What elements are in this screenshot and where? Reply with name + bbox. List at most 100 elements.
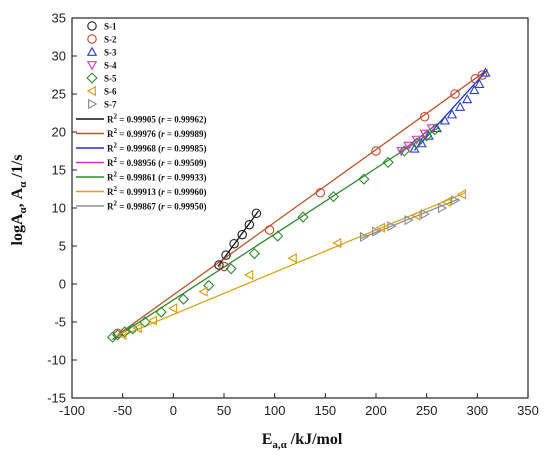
x-tick-label: 50 [217, 403, 231, 418]
data-point-s7 [451, 195, 461, 206]
data-point-s5 [382, 156, 394, 169]
data-points [106, 67, 491, 343]
data-point-s3 [416, 138, 427, 148]
data-point-s5 [297, 211, 309, 223]
data-point-s6 [117, 329, 127, 341]
data-point-s6 [441, 196, 451, 208]
x-tick-label: -50 [113, 403, 132, 418]
data-point-s1 [251, 208, 262, 219]
y-tick-label: -5 [54, 315, 66, 330]
x-tick-label: -100 [59, 403, 85, 418]
data-point-s7 [420, 208, 430, 220]
data-point-s5 [106, 331, 119, 343]
data-point-s3 [469, 84, 480, 95]
y-axis-ticks: -15 -10 -5 0 5 10 15 20 25 30 35 [47, 11, 77, 406]
legend-label-s3: S-3 [104, 48, 117, 58]
legend-marker-s6 [86, 85, 96, 97]
data-point-s6 [287, 253, 297, 264]
x-axis-ticks: -100 -50 0 50 100 150 200 250 300 350 [59, 393, 539, 418]
x-axis-title: Ea,α /kJ/mol [262, 431, 343, 451]
data-point-s5 [421, 130, 433, 142]
data-point-s5 [225, 263, 237, 275]
data-point-s5 [248, 247, 261, 260]
y-tick-label: -15 [47, 391, 66, 406]
legend: S-1 S-2 S-3 S-4 S-5 S-6 S-7 R2 = 0.99905 (r = 0… [76, 21, 207, 212]
y-tick-label: 25 [52, 87, 66, 102]
data-point-s3 [474, 78, 485, 89]
x-tick-label: 100 [264, 403, 286, 418]
fit-line-2 [117, 70, 486, 336]
legend-marker-s7 [88, 98, 98, 110]
data-point-s5 [410, 137, 423, 150]
data-point-s6 [198, 286, 208, 297]
data-point-s2 [264, 225, 275, 235]
data-point-s7 [387, 221, 397, 232]
data-point-s6 [375, 222, 385, 233]
data-point-s1 [229, 238, 239, 249]
legend-label-s6: S-6 [104, 87, 117, 97]
legend-label-s2: S-2 [104, 35, 117, 45]
legend-label-s5: S-5 [104, 74, 117, 84]
data-point-s2 [450, 89, 460, 99]
data-point-s6 [332, 237, 342, 249]
legend-marker-s3 [86, 46, 98, 56]
x-tick-label: 150 [314, 403, 336, 418]
y-axis-title: logAα, Aα /1/s [9, 155, 29, 246]
legend-fit-label-6: R2 = 0.99913 (r = 0.99960) [107, 185, 207, 197]
y-tick-label: 5 [59, 239, 66, 254]
y-tick-label: 0 [59, 277, 66, 292]
data-point-s5 [177, 293, 190, 305]
x-tick-label: 250 [416, 403, 438, 418]
y-tick-label: 35 [52, 11, 66, 26]
data-point-s5 [119, 326, 131, 338]
data-point-s5 [327, 190, 340, 203]
data-point-s5 [398, 145, 410, 157]
data-point-s6 [244, 269, 254, 281]
x-tick-label: 200 [365, 403, 387, 418]
data-point-s4 [403, 141, 414, 152]
data-point-s2 [419, 112, 430, 122]
data-point-s1 [237, 229, 247, 240]
fit-line-1 [217, 210, 259, 267]
data-point-s3 [439, 115, 451, 125]
data-point-s6 [411, 210, 421, 221]
x-tick-label: 300 [466, 403, 488, 418]
legend-label-s4: S-4 [104, 61, 117, 71]
data-point-s3 [454, 101, 466, 111]
data-point-s7 [437, 202, 448, 214]
data-point-s4 [419, 129, 430, 139]
data-point-s2 [477, 70, 488, 80]
legend-fit-label-5: R2 = 0.99861 (r = 0.99933) [107, 171, 207, 183]
y-tick-label: 15 [52, 163, 66, 178]
legend-fit-label-1: R2 = 0.99905 (r = 0.99962) [107, 113, 207, 125]
legend-label-s1: S-1 [104, 22, 117, 32]
data-point-s2 [371, 146, 381, 156]
fit-line-6 [120, 192, 466, 338]
legend-fit-label-7: R2 = 0.99867 (r = 0.99950) [107, 200, 207, 212]
data-point-s3 [462, 93, 473, 104]
legend-marker-s5 [86, 72, 98, 84]
y-tick-label: 30 [52, 49, 66, 64]
data-point-s6 [147, 315, 157, 326]
data-point-s6 [132, 322, 142, 334]
legend-label-s7: S-7 [104, 100, 117, 110]
legend-fit-label-3: R2 = 0.99968 (r = 0.99985) [107, 142, 207, 154]
data-point-s4 [426, 124, 437, 134]
legend-fit-label-2: R2 = 0.99976 (r = 0.99989) [107, 127, 207, 139]
legend-fit-label-4: R2 = 0.98956 (r = 0.99509) [107, 156, 207, 168]
legend-marker-s2 [87, 34, 97, 44]
data-point-s5 [203, 279, 215, 292]
x-tick-label: 350 [517, 403, 539, 418]
data-point-s3 [446, 109, 458, 119]
data-point-s5 [155, 306, 167, 318]
data-point-s6 [168, 303, 178, 314]
data-point-s7 [372, 226, 382, 237]
data-point-s7 [404, 215, 414, 226]
y-tick-label: -10 [47, 353, 66, 368]
data-point-s6 [456, 189, 467, 200]
data-point-s1 [244, 219, 255, 230]
legend-marker-s1 [87, 21, 97, 31]
data-point-s1 [214, 260, 224, 270]
y-tick-label: 20 [52, 125, 66, 140]
